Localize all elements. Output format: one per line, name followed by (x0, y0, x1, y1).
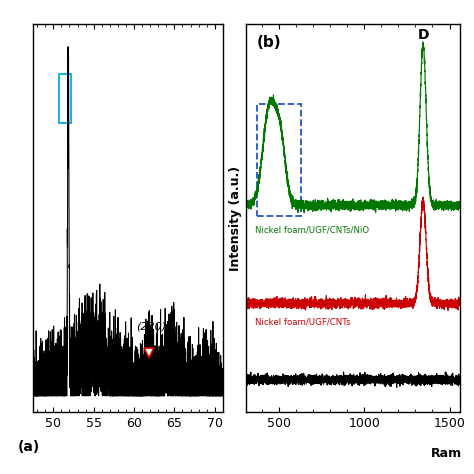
Text: Ram: Ram (431, 447, 462, 460)
Text: D: D (417, 28, 429, 42)
Text: (b): (b) (257, 36, 282, 50)
Text: Nickel foam/UGF/CNTs: Nickel foam/UGF/CNTs (255, 318, 351, 327)
Text: (220): (220) (137, 321, 166, 331)
Text: Nickel foam/UGF/CNTs/NiO: Nickel foam/UGF/CNTs/NiO (255, 225, 369, 234)
Text: Nickel foam/UGF: Nickel foam/UGF (255, 376, 327, 385)
Bar (257, 104, 301, 216)
Bar (59, 73, 71, 123)
Text: (a): (a) (18, 440, 40, 454)
Y-axis label: Intensity (a.u.): Intensity (a.u.) (229, 165, 242, 271)
